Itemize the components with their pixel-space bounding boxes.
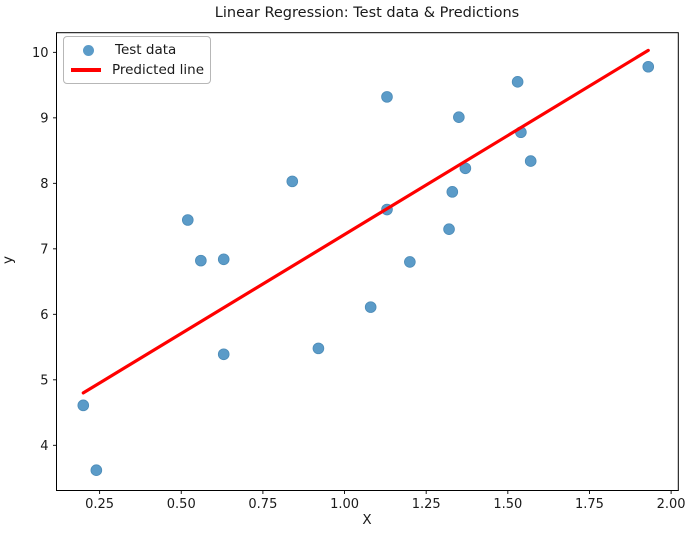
scatter-point (217, 253, 230, 266)
x-tick-label: 0.50 (167, 497, 196, 512)
y-tick-label: 8 (40, 177, 48, 192)
scatter-point (404, 256, 416, 268)
scatter-point (77, 399, 90, 412)
axes-border (56, 32, 679, 491)
scatter-point (286, 175, 299, 188)
predicted-line-icon (71, 68, 102, 72)
y-tick-label: 10 (32, 46, 49, 61)
x-tick-label: 0.75 (248, 497, 277, 512)
scatter-point (511, 76, 524, 88)
scatter-point (195, 254, 207, 267)
scatter-point (443, 223, 455, 235)
x-tick-label: 1.50 (493, 497, 522, 512)
legend-entry-test-data: Test data (70, 40, 204, 60)
x-tick-label: 0.25 (85, 497, 114, 512)
scatter-point (453, 111, 465, 123)
x-axis-label: X (362, 512, 372, 528)
legend: Test data Predicted line (63, 36, 211, 84)
y-tick-label: 4 (40, 439, 48, 454)
legend-label-predicted-line: Predicted line (111, 62, 204, 78)
scatter-point (364, 301, 377, 313)
legend-label-test-data: Test data (115, 42, 177, 58)
scatter-point (90, 464, 103, 476)
scatter-point (642, 60, 655, 73)
predicted-line (81, 48, 650, 395)
chart-title: Linear Regression: Test data & Predictio… (214, 5, 520, 21)
test-data-marker-icon (82, 44, 94, 56)
y-tick-label: 9 (40, 111, 48, 126)
scatter-point (181, 214, 194, 226)
scatter-point (381, 91, 393, 103)
y-tick-label: 6 (40, 308, 48, 323)
x-tick-label: 1.00 (330, 497, 359, 512)
x-tick-label: 2.00 (657, 497, 686, 512)
y-tick-label: 5 (40, 373, 48, 388)
y-axis-label: y (0, 256, 16, 264)
legend-entry-predicted-line: Predicted line (70, 60, 204, 80)
scatter-point (217, 348, 230, 361)
scatter-point (312, 342, 325, 355)
y-tick-label: 7 (40, 242, 48, 257)
x-tick-label: 1.25 (412, 497, 441, 512)
x-tick-label: 1.75 (575, 497, 604, 512)
scatter-point (446, 186, 459, 198)
scatter-point (524, 155, 537, 167)
